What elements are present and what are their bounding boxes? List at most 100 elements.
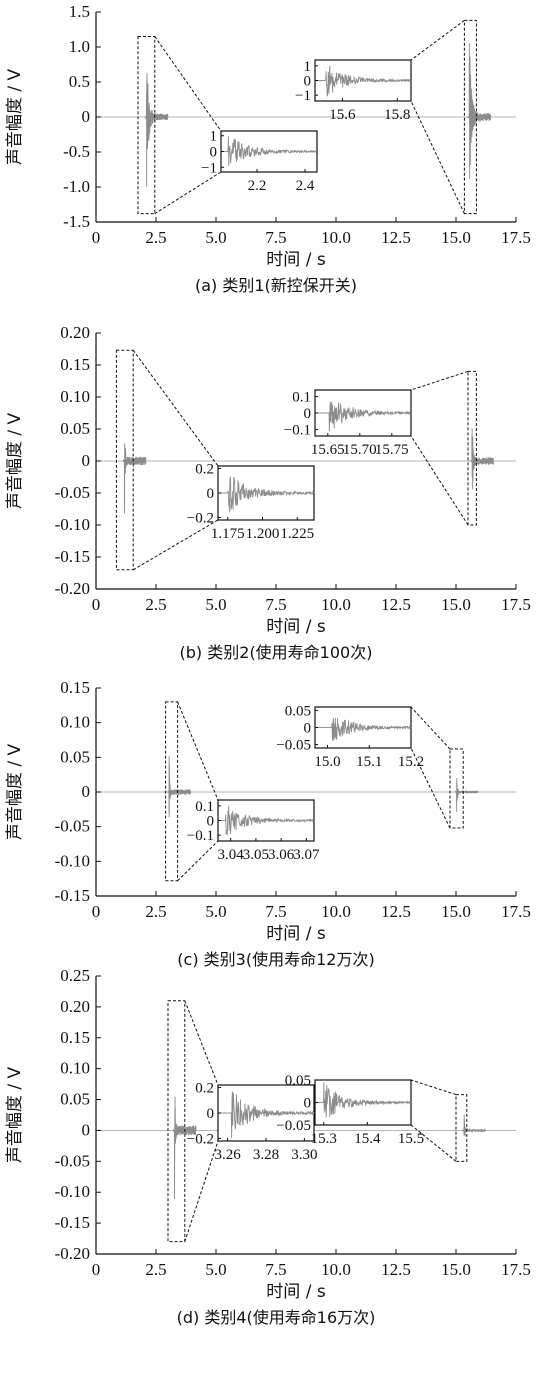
inset-y-tick-label: −0.2 — [187, 511, 214, 527]
x-tick-label: 12.5 — [381, 902, 411, 921]
zoom-connector — [154, 171, 222, 215]
inset-y-tick-label: 0.2 — [195, 461, 214, 477]
y-tick-label: 1.5 — [69, 2, 90, 21]
y-tick-label: -1.0 — [63, 177, 90, 196]
inset-y-tick-label: −0.05 — [276, 1118, 311, 1134]
x-tick-label: 10.0 — [321, 595, 351, 614]
inset-y-tick-label: 0 — [304, 1096, 312, 1112]
x-tick-label: 15.0 — [441, 1260, 471, 1279]
signal-burst — [144, 73, 169, 187]
inset-x-tick-label: 3.06 — [268, 847, 295, 863]
inset-x-tick-label: 15.8 — [384, 107, 410, 123]
y-tick-label: -0.5 — [63, 142, 90, 161]
inset-y-tick-label: 0 — [304, 74, 312, 90]
y-tick-label: 0.25 — [60, 966, 90, 985]
zoom-window — [165, 701, 179, 882]
zoom-connector — [410, 100, 465, 214]
x-axis-label: 时间 / s — [266, 617, 326, 637]
x-tick-label: 7.5 — [265, 1260, 286, 1279]
inset-y-tick-label: −1 — [295, 88, 311, 104]
inset-signal — [314, 1082, 412, 1118]
inset-signal — [217, 806, 315, 835]
inset-y-tick-label: 0.1 — [195, 799, 214, 815]
inset-y-tick-label: −0.1 — [187, 828, 214, 844]
inset-x-tick-label: 3.05 — [243, 847, 269, 863]
inset-signal — [220, 136, 318, 166]
zoom-connector — [184, 1140, 219, 1242]
chart-panel-2: 0.200.150.100.050-0.05-0.10-0.15-0.200 2.… — [5, 323, 531, 662]
y-tick-label: 0.05 — [60, 747, 90, 766]
x-axis-label: 时间 / s — [266, 1282, 326, 1302]
inset-signal — [314, 401, 412, 432]
inset-y-tick-label: 0 — [210, 145, 218, 161]
x-tick-label: 0 — [92, 595, 101, 614]
zoom-connector — [184, 1000, 219, 1086]
inset-y-tick-label: 0 — [304, 721, 312, 737]
x-tick-label: 7.5 — [265, 228, 286, 247]
zoom-window — [167, 1000, 186, 1243]
y-tick-label: 0.05 — [60, 419, 90, 438]
inset-x-tick-label: 15.3 — [311, 1131, 337, 1147]
zoom-connector — [177, 701, 219, 801]
y-tick-label: 0.15 — [60, 355, 90, 374]
x-tick-label: 12.5 — [381, 595, 411, 614]
inset-signal — [217, 476, 315, 513]
signal-burst — [467, 43, 492, 180]
y-tick-label: 0 — [82, 782, 91, 801]
panel-caption: (c) 类别3(使用寿命12万次) — [177, 950, 374, 969]
zoom-connector — [410, 435, 469, 526]
y-tick-label: -0.20 — [55, 579, 90, 598]
chart-panel-3: 0.150.100.050-0.05-0.10-0.150 2.5 5.0 7.5 10… — [5, 678, 531, 969]
inset-y-tick-label: 1 — [210, 129, 218, 145]
x-tick-label: 5.0 — [205, 902, 226, 921]
y-axis-label: 声音幅度 / V — [5, 1067, 25, 1164]
zoom-window — [455, 1094, 468, 1162]
inset-y-tick-label: 1 — [304, 59, 312, 75]
y-tick-label: 1.0 — [69, 37, 90, 56]
inset-y-tick-label: 0.05 — [285, 703, 311, 719]
y-tick-label: -0.05 — [55, 1151, 90, 1170]
inset-signal — [314, 65, 412, 97]
y-tick-label: -0.10 — [55, 1182, 90, 1201]
inset-y-tick-label: −1 — [201, 160, 217, 176]
inset-x-tick-label: 3.07 — [293, 847, 320, 863]
inset-y-tick-label: 0 — [207, 814, 215, 830]
x-tick-label: 5.0 — [205, 595, 226, 614]
inset-x-tick-label: 15.75 — [375, 442, 409, 458]
inset-y-tick-label: 0 — [207, 486, 215, 502]
y-tick-label: 0.10 — [60, 387, 90, 406]
x-axis-label: 时间 / s — [266, 250, 326, 270]
x-tick-label: 0 — [92, 902, 101, 921]
chart-panel-4: 0.250.200.150.100.050-0.05-0.10-0.15-0.2… — [5, 966, 531, 1327]
inset-y-tick-label: 0 — [207, 1106, 215, 1122]
inset-x-tick-label: 15.65 — [311, 442, 345, 458]
y-tick-label: 0.10 — [60, 713, 90, 732]
x-tick-label: 17.5 — [501, 1260, 531, 1279]
inset-y-tick-label: −0.2 — [187, 1131, 214, 1147]
zoom-connector — [410, 706, 451, 750]
inset-x-tick-label: 15.70 — [343, 442, 377, 458]
inset-y-tick-label: −0.1 — [284, 422, 311, 438]
zoom-window — [463, 19, 477, 215]
x-tick-label: 7.5 — [265, 902, 286, 921]
x-tick-label: 2.5 — [145, 595, 166, 614]
x-tick-label: 15.0 — [441, 228, 471, 247]
y-axis-label: 声音幅度 / V — [5, 744, 25, 841]
inset-signal — [314, 717, 412, 741]
inset-x-tick-label: 2.4 — [296, 178, 315, 194]
y-tick-label: -0.20 — [55, 1244, 90, 1263]
inset-x-tick-label: 2.2 — [248, 178, 267, 194]
y-tick-label: 0.15 — [60, 678, 90, 697]
y-tick-label: 0 — [82, 107, 91, 126]
x-tick-label: 12.5 — [381, 228, 411, 247]
panel-caption: (b) 类别2(使用寿命100次) — [180, 643, 373, 662]
x-tick-label: 5.0 — [205, 228, 226, 247]
y-tick-label: -0.15 — [55, 547, 90, 566]
zoom-connector — [132, 519, 219, 571]
y-tick-label: -0.10 — [55, 851, 90, 870]
panel-caption: (d) 类别4(使用寿命16万次) — [177, 1308, 376, 1327]
